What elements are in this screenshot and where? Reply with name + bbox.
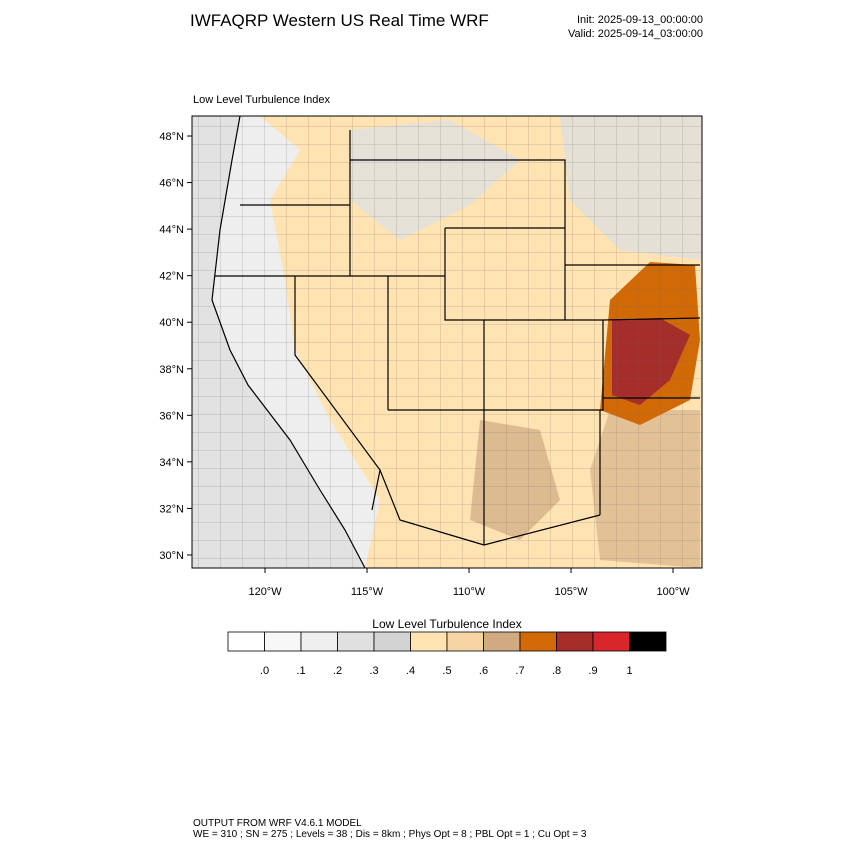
lat-label: 38°N xyxy=(159,364,184,376)
colorbar-label: 1 xyxy=(626,665,632,677)
footer-line: WE = 310 ; SN = 275 ; Levels = 38 ; Dis … xyxy=(193,829,587,840)
lat-label: 48°N xyxy=(159,131,184,143)
colorbar-box xyxy=(519,631,557,652)
lat-label: 32°N xyxy=(159,503,184,515)
lat-label: 30°N xyxy=(159,550,184,562)
lat-label: 40°N xyxy=(159,317,184,329)
colorbar-box xyxy=(410,631,448,652)
ticks: 30°N 32°N 34°N 36°N 38°N 40°N 42°N 44°N 46°N 48°N… xyxy=(159,131,690,598)
init-time: Init: 2025-09-13_00:00:00 xyxy=(577,14,703,26)
title: IWFAQRP Western US Real Time WRF xyxy=(190,11,489,30)
colorbar-box xyxy=(337,631,375,652)
lon-label: 105°W xyxy=(554,586,588,598)
subtitle: Low Level Turbulence Index xyxy=(193,94,330,106)
colorbar-box xyxy=(373,631,411,652)
colorbar-box xyxy=(592,631,630,652)
lat-label: 36°N xyxy=(159,410,184,422)
colorbar-box xyxy=(300,631,338,652)
colorbar-label: .9 xyxy=(588,665,597,677)
colorbar-title: Low Level Turbulence Index xyxy=(372,617,521,631)
lat-label: 44°N xyxy=(159,224,184,236)
colorbar-box xyxy=(483,631,521,652)
colorbar-label: .6 xyxy=(479,665,488,677)
colorbar: .0 .1 .2 .3 .4 .5 .6 .7 .8 .9 1 xyxy=(227,631,667,677)
colorbar-label: .0 xyxy=(260,665,269,677)
valid-time: Valid: 2025-09-14_03:00:00 xyxy=(568,28,703,40)
lat-label: 34°N xyxy=(159,457,184,469)
lat-label: 42°N xyxy=(159,271,184,283)
state-lines xyxy=(215,130,701,546)
colorbar-box xyxy=(446,631,484,652)
lon-label: 110°W xyxy=(453,586,486,598)
lon-label: 120°W xyxy=(248,586,282,598)
colorbar-label: .7 xyxy=(515,665,524,677)
lon-label: 100°W xyxy=(656,586,690,598)
colorbar-box xyxy=(556,631,594,652)
colorbar-label: .4 xyxy=(406,665,415,677)
footer-line: OUTPUT FROM WRF V4.6.1 MODEL xyxy=(193,818,362,829)
colorbar-label: .3 xyxy=(369,665,378,677)
colorbar-box xyxy=(264,631,302,652)
map-field xyxy=(192,116,702,568)
colorbar-label: .1 xyxy=(296,665,305,677)
coastline xyxy=(211,116,366,568)
colorbar-box xyxy=(227,631,265,652)
colorbar-label: .5 xyxy=(442,665,451,677)
lon-label: 115°W xyxy=(351,586,384,598)
county-lines xyxy=(192,116,702,568)
colorbar-label: .2 xyxy=(333,665,342,677)
colorbar-box xyxy=(629,631,667,652)
lat-label: 46°N xyxy=(159,178,184,190)
map-frame xyxy=(191,115,703,569)
colorbar-label: .8 xyxy=(552,665,561,677)
